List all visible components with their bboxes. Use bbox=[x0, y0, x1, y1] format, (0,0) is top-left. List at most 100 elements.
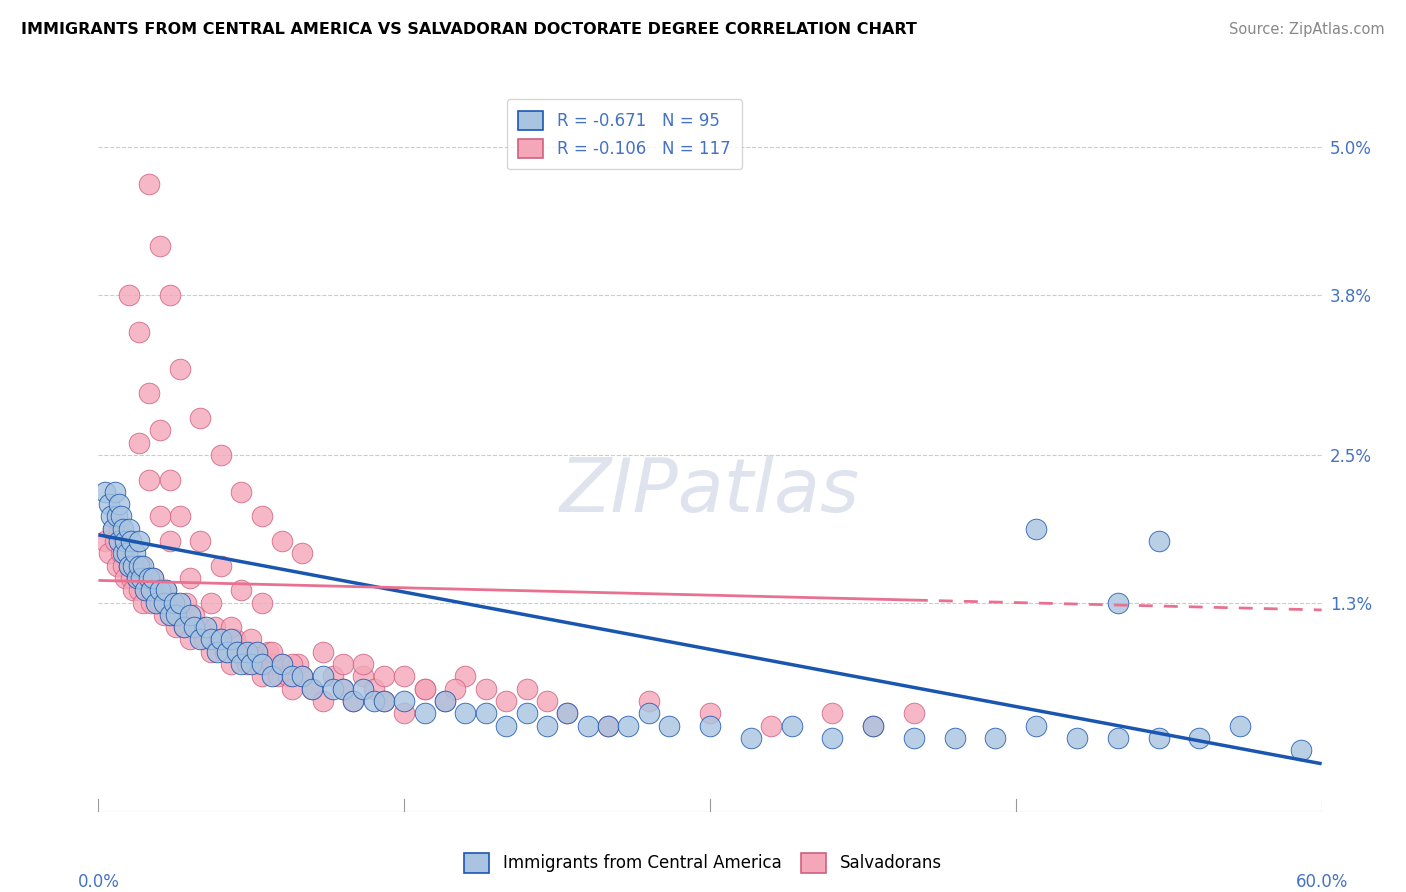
Point bbox=[291, 546, 314, 560]
Point bbox=[169, 607, 191, 622]
Point bbox=[120, 571, 142, 585]
Point bbox=[267, 669, 290, 683]
Point bbox=[270, 534, 294, 549]
Point bbox=[134, 583, 156, 598]
Point bbox=[120, 534, 142, 549]
Point bbox=[332, 681, 354, 696]
Point bbox=[301, 681, 323, 696]
Point bbox=[413, 681, 436, 696]
Point bbox=[174, 596, 197, 610]
Point bbox=[152, 607, 174, 622]
Point bbox=[287, 657, 309, 671]
Point bbox=[1025, 718, 1047, 732]
Point bbox=[165, 607, 187, 622]
Point bbox=[373, 694, 395, 708]
Point bbox=[149, 596, 172, 610]
Point bbox=[179, 571, 201, 585]
Point bbox=[516, 706, 538, 721]
Point bbox=[138, 386, 160, 401]
Text: Source: ZipAtlas.com: Source: ZipAtlas.com bbox=[1229, 22, 1385, 37]
Point bbox=[536, 718, 558, 732]
Point bbox=[152, 596, 174, 610]
Point bbox=[159, 473, 181, 487]
Point bbox=[145, 583, 167, 598]
Point bbox=[270, 657, 294, 671]
Point bbox=[576, 718, 599, 732]
Point bbox=[373, 694, 395, 708]
Point bbox=[122, 558, 145, 573]
Point bbox=[342, 694, 364, 708]
Point bbox=[97, 546, 120, 560]
Point bbox=[118, 288, 141, 302]
Point bbox=[495, 694, 517, 708]
Point bbox=[761, 718, 783, 732]
Point bbox=[209, 448, 232, 462]
Text: IMMIGRANTS FROM CENTRAL AMERICA VS SALVADORAN DOCTORATE DEGREE CORRELATION CHART: IMMIGRANTS FROM CENTRAL AMERICA VS SALVA… bbox=[21, 22, 917, 37]
Point bbox=[128, 534, 150, 549]
Point bbox=[111, 546, 134, 560]
Point bbox=[209, 632, 232, 647]
Point bbox=[332, 657, 354, 671]
Point bbox=[118, 522, 141, 536]
Point bbox=[352, 669, 374, 683]
Point bbox=[474, 681, 498, 696]
Point bbox=[943, 731, 966, 745]
Point bbox=[173, 620, 195, 634]
Point bbox=[214, 645, 236, 659]
Point bbox=[699, 706, 721, 721]
Point bbox=[240, 645, 263, 659]
Point bbox=[332, 681, 354, 696]
Point bbox=[740, 731, 762, 745]
Point bbox=[1025, 522, 1047, 536]
Point bbox=[1066, 731, 1088, 745]
Point bbox=[132, 558, 155, 573]
Point bbox=[138, 571, 160, 585]
Point bbox=[226, 645, 249, 659]
Point bbox=[138, 583, 160, 598]
Point bbox=[231, 657, 253, 671]
Point bbox=[127, 571, 149, 585]
Point bbox=[270, 657, 294, 671]
Point bbox=[474, 706, 498, 721]
Point bbox=[392, 694, 416, 708]
Point bbox=[1291, 743, 1313, 757]
Point bbox=[862, 718, 884, 732]
Point bbox=[1107, 731, 1129, 745]
Point bbox=[160, 607, 183, 622]
Point bbox=[149, 423, 172, 437]
Point bbox=[240, 657, 263, 671]
Point bbox=[163, 596, 186, 610]
Point bbox=[536, 694, 558, 708]
Point bbox=[780, 718, 803, 732]
Point bbox=[159, 288, 181, 302]
Point bbox=[108, 497, 131, 511]
Point bbox=[215, 645, 238, 659]
Point bbox=[141, 583, 163, 598]
Point bbox=[127, 571, 149, 585]
Text: 0.0%: 0.0% bbox=[77, 873, 120, 891]
Point bbox=[110, 509, 132, 524]
Text: 60.0%: 60.0% bbox=[1295, 873, 1348, 891]
Point bbox=[93, 484, 115, 499]
Point bbox=[984, 731, 1007, 745]
Point bbox=[281, 669, 304, 683]
Point bbox=[260, 657, 283, 671]
Point bbox=[183, 620, 205, 634]
Point bbox=[219, 657, 242, 671]
Point bbox=[155, 583, 177, 598]
Point bbox=[188, 632, 212, 647]
Point bbox=[114, 534, 136, 549]
Point bbox=[115, 546, 138, 560]
Point bbox=[169, 509, 191, 524]
Point bbox=[104, 484, 127, 499]
Point bbox=[188, 534, 212, 549]
Legend: R = -0.671   N = 95, R = -0.106   N = 117: R = -0.671 N = 95, R = -0.106 N = 117 bbox=[506, 99, 742, 169]
Point bbox=[1147, 731, 1170, 745]
Point bbox=[195, 620, 218, 634]
Point bbox=[165, 620, 187, 634]
Point bbox=[363, 694, 385, 708]
Point bbox=[516, 681, 538, 696]
Point bbox=[128, 558, 150, 573]
Point bbox=[495, 718, 517, 732]
Text: ZIPatlas: ZIPatlas bbox=[560, 455, 860, 526]
